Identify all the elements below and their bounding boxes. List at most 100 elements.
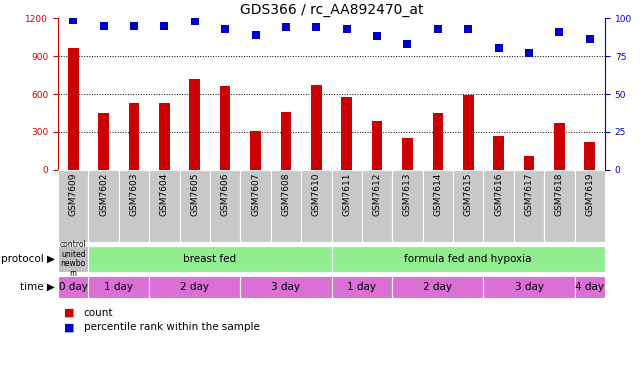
- Bar: [392, 170, 422, 242]
- Text: GSM7609: GSM7609: [69, 172, 78, 216]
- Text: GSM7611: GSM7611: [342, 172, 351, 216]
- Point: [342, 26, 352, 31]
- Bar: [271, 170, 301, 242]
- Bar: [129, 103, 139, 170]
- Bar: [483, 170, 514, 242]
- Bar: [342, 97, 352, 170]
- Text: GSM7610: GSM7610: [312, 172, 320, 216]
- Text: protocol ▶: protocol ▶: [1, 254, 54, 264]
- Text: 1 day: 1 day: [347, 282, 376, 292]
- Bar: [514, 170, 544, 242]
- Text: formula fed and hypoxia: formula fed and hypoxia: [404, 254, 532, 264]
- Bar: [402, 138, 413, 170]
- Bar: [240, 170, 271, 242]
- Bar: [585, 142, 595, 170]
- Point: [159, 23, 169, 29]
- Text: percentile rank within the sample: percentile rank within the sample: [83, 322, 260, 332]
- Bar: [88, 276, 149, 298]
- Point: [524, 50, 534, 56]
- Text: 3 day: 3 day: [515, 282, 544, 292]
- Text: ■: ■: [64, 308, 75, 318]
- Text: 4 day: 4 day: [576, 282, 604, 292]
- Text: GSM7608: GSM7608: [281, 172, 290, 216]
- Bar: [372, 121, 383, 170]
- Text: GSM7617: GSM7617: [524, 172, 533, 216]
- Point: [463, 26, 473, 31]
- Bar: [422, 170, 453, 242]
- Bar: [58, 246, 88, 272]
- Text: 3 day: 3 day: [271, 282, 301, 292]
- Text: GSM7605: GSM7605: [190, 172, 199, 216]
- Text: GSM7613: GSM7613: [403, 172, 412, 216]
- Bar: [250, 131, 261, 170]
- Bar: [88, 170, 119, 242]
- Bar: [68, 48, 78, 170]
- Bar: [240, 276, 331, 298]
- Bar: [301, 170, 331, 242]
- Point: [372, 33, 382, 39]
- Bar: [453, 170, 483, 242]
- Bar: [88, 246, 331, 272]
- Bar: [574, 170, 605, 242]
- Bar: [281, 112, 291, 170]
- Bar: [179, 170, 210, 242]
- Text: breast fed: breast fed: [183, 254, 237, 264]
- Point: [190, 18, 200, 24]
- Bar: [524, 156, 535, 170]
- Bar: [149, 170, 179, 242]
- Text: GSM7618: GSM7618: [555, 172, 564, 216]
- Bar: [311, 85, 322, 170]
- Bar: [433, 113, 443, 170]
- Text: GSM7619: GSM7619: [585, 172, 594, 216]
- Text: GSM7615: GSM7615: [463, 172, 473, 216]
- Bar: [362, 170, 392, 242]
- Bar: [98, 113, 109, 170]
- Text: GSM7604: GSM7604: [160, 172, 169, 216]
- Bar: [119, 170, 149, 242]
- Bar: [210, 170, 240, 242]
- Bar: [392, 276, 483, 298]
- Text: GSM7616: GSM7616: [494, 172, 503, 216]
- Point: [433, 26, 443, 31]
- Bar: [331, 170, 362, 242]
- Bar: [331, 276, 392, 298]
- Bar: [331, 246, 605, 272]
- Point: [585, 36, 595, 42]
- Point: [68, 16, 78, 22]
- Text: ■: ■: [64, 322, 75, 332]
- Text: GSM7612: GSM7612: [372, 172, 381, 216]
- Text: GSM7602: GSM7602: [99, 172, 108, 216]
- Point: [311, 24, 321, 30]
- Point: [554, 29, 565, 35]
- Text: 2 day: 2 day: [180, 282, 209, 292]
- Title: GDS366 / rc_AA892470_at: GDS366 / rc_AA892470_at: [240, 3, 423, 17]
- Text: 2 day: 2 day: [423, 282, 453, 292]
- Text: GSM7606: GSM7606: [221, 172, 229, 216]
- Bar: [159, 103, 170, 170]
- Point: [251, 32, 261, 38]
- Bar: [483, 276, 574, 298]
- Point: [99, 23, 109, 29]
- Point: [281, 24, 291, 30]
- Text: count: count: [83, 308, 113, 318]
- Text: time ▶: time ▶: [20, 282, 54, 292]
- Text: control
united
newbo
rn: control united newbo rn: [60, 240, 87, 278]
- Bar: [494, 136, 504, 170]
- Bar: [554, 123, 565, 170]
- Bar: [463, 95, 474, 170]
- Text: GSM7614: GSM7614: [433, 172, 442, 216]
- Point: [403, 41, 413, 47]
- Bar: [58, 170, 88, 242]
- Text: GSM7603: GSM7603: [129, 172, 138, 216]
- Point: [220, 26, 230, 31]
- Text: 0 day: 0 day: [59, 282, 88, 292]
- Bar: [220, 86, 231, 170]
- Point: [129, 23, 139, 29]
- Text: GSM7607: GSM7607: [251, 172, 260, 216]
- Bar: [544, 170, 574, 242]
- Bar: [58, 276, 88, 298]
- Text: 1 day: 1 day: [104, 282, 133, 292]
- Bar: [574, 276, 605, 298]
- Bar: [190, 79, 200, 170]
- Point: [494, 45, 504, 51]
